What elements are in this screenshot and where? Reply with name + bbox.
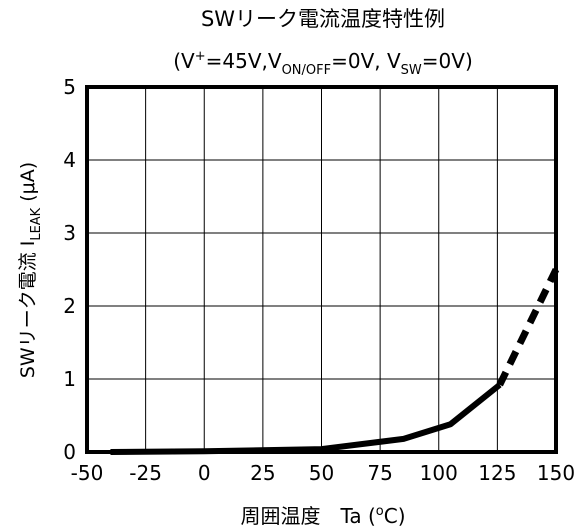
x-tick-label: 150 (537, 461, 575, 485)
series-line-solid (110, 382, 502, 455)
x-tick-label: 125 (478, 461, 516, 485)
subtitle-sub-2: SW (401, 63, 422, 78)
chart-subtitle: (V+=45V,VON/OFF=0V, VSW=0V) (173, 49, 473, 78)
x-tick-label: 50 (309, 461, 334, 485)
x-tick-label: 100 (420, 461, 458, 485)
series-line-dashed (496, 267, 560, 387)
y-axis-label-end: (μA) (17, 162, 39, 208)
x-tick-label: 75 (367, 461, 392, 485)
subtitle-part-4: =0V) (422, 49, 473, 73)
y-tick-label: 5 (63, 75, 76, 99)
y-axis-label-sub: LEAK (29, 207, 44, 240)
x-tick-label: 25 (250, 461, 275, 485)
y-tick-label: 4 (63, 148, 76, 172)
subtitle-part-2: =45V,V (206, 49, 282, 73)
y-tick-label: 3 (63, 221, 76, 245)
y-axis-label: SWリーク電流 ILEAK (μA) (17, 162, 44, 378)
y-tick-labels: 0 1 2 3 4 5 (63, 75, 76, 464)
x-axis-label-sup: o (376, 504, 384, 519)
subtitle-sup: + (195, 49, 206, 64)
y-tick-label: 2 (63, 294, 76, 318)
subtitle-sub-1: ON/OFF (282, 63, 332, 78)
series-group (110, 267, 560, 455)
x-axis-label-main: 周囲温度 Ta ( (240, 504, 375, 528)
subtitle-part-1: (V (173, 49, 195, 73)
x-axis-label: 周囲温度 Ta (oC) (240, 504, 405, 528)
x-tick-label: 0 (198, 461, 211, 485)
chart-title: SWリーク電流温度特性例 (201, 7, 445, 31)
subtitle-part-3: =0V, V (331, 49, 401, 73)
x-axis-label-end: C) (384, 504, 406, 528)
y-tick-label: 1 (63, 367, 76, 391)
grid (87, 87, 556, 452)
plot-frame (85, 85, 558, 454)
y-axis-label-main: SWリーク電流 I (17, 241, 39, 379)
y-tick-label: 0 (63, 440, 76, 464)
x-tick-labels: -50 -25 0 25 50 75 100 125 150 (71, 461, 575, 485)
x-tick-label: -50 (71, 461, 104, 485)
x-tick-label: -25 (129, 461, 162, 485)
